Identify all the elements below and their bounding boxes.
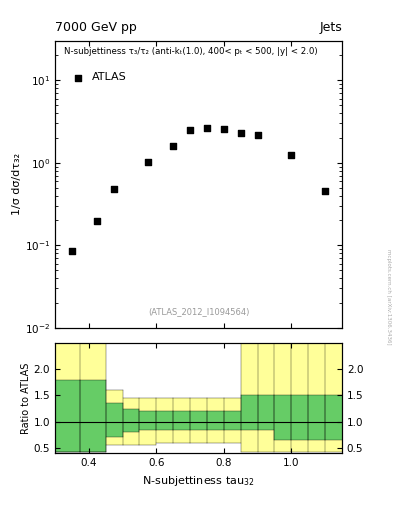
Y-axis label: 1/σ dσ/dτ₃₂: 1/σ dσ/dτ₃₂ <box>12 153 22 216</box>
Point <box>322 187 328 196</box>
Point <box>170 142 176 151</box>
Point <box>254 131 261 139</box>
Point <box>187 126 193 134</box>
Text: (ATLAS_2012_I1094564): (ATLAS_2012_I1094564) <box>148 307 249 316</box>
Point <box>69 247 75 255</box>
Text: ATLAS: ATLAS <box>92 72 127 82</box>
Point <box>94 217 100 225</box>
Text: N-subjettiness τ₃/τ₂ (anti-kₜ(1.0), 400< pₜ < 500, |y| < 2.0): N-subjettiness τ₃/τ₂ (anti-kₜ(1.0), 400<… <box>64 47 317 56</box>
X-axis label: N-subjettiness tau$_{32}$: N-subjettiness tau$_{32}$ <box>142 474 255 487</box>
Point <box>220 124 227 133</box>
Point <box>204 124 210 132</box>
Point <box>237 129 244 137</box>
Point <box>145 158 151 166</box>
Text: 7000 GeV pp: 7000 GeV pp <box>55 21 137 34</box>
Text: mcplots.cern.ch [arXiv:1306.3436]: mcplots.cern.ch [arXiv:1306.3436] <box>386 249 391 345</box>
Point <box>288 151 294 159</box>
Text: Jets: Jets <box>319 21 342 34</box>
Y-axis label: Ratio to ATLAS: Ratio to ATLAS <box>21 362 31 434</box>
Point <box>111 185 117 193</box>
